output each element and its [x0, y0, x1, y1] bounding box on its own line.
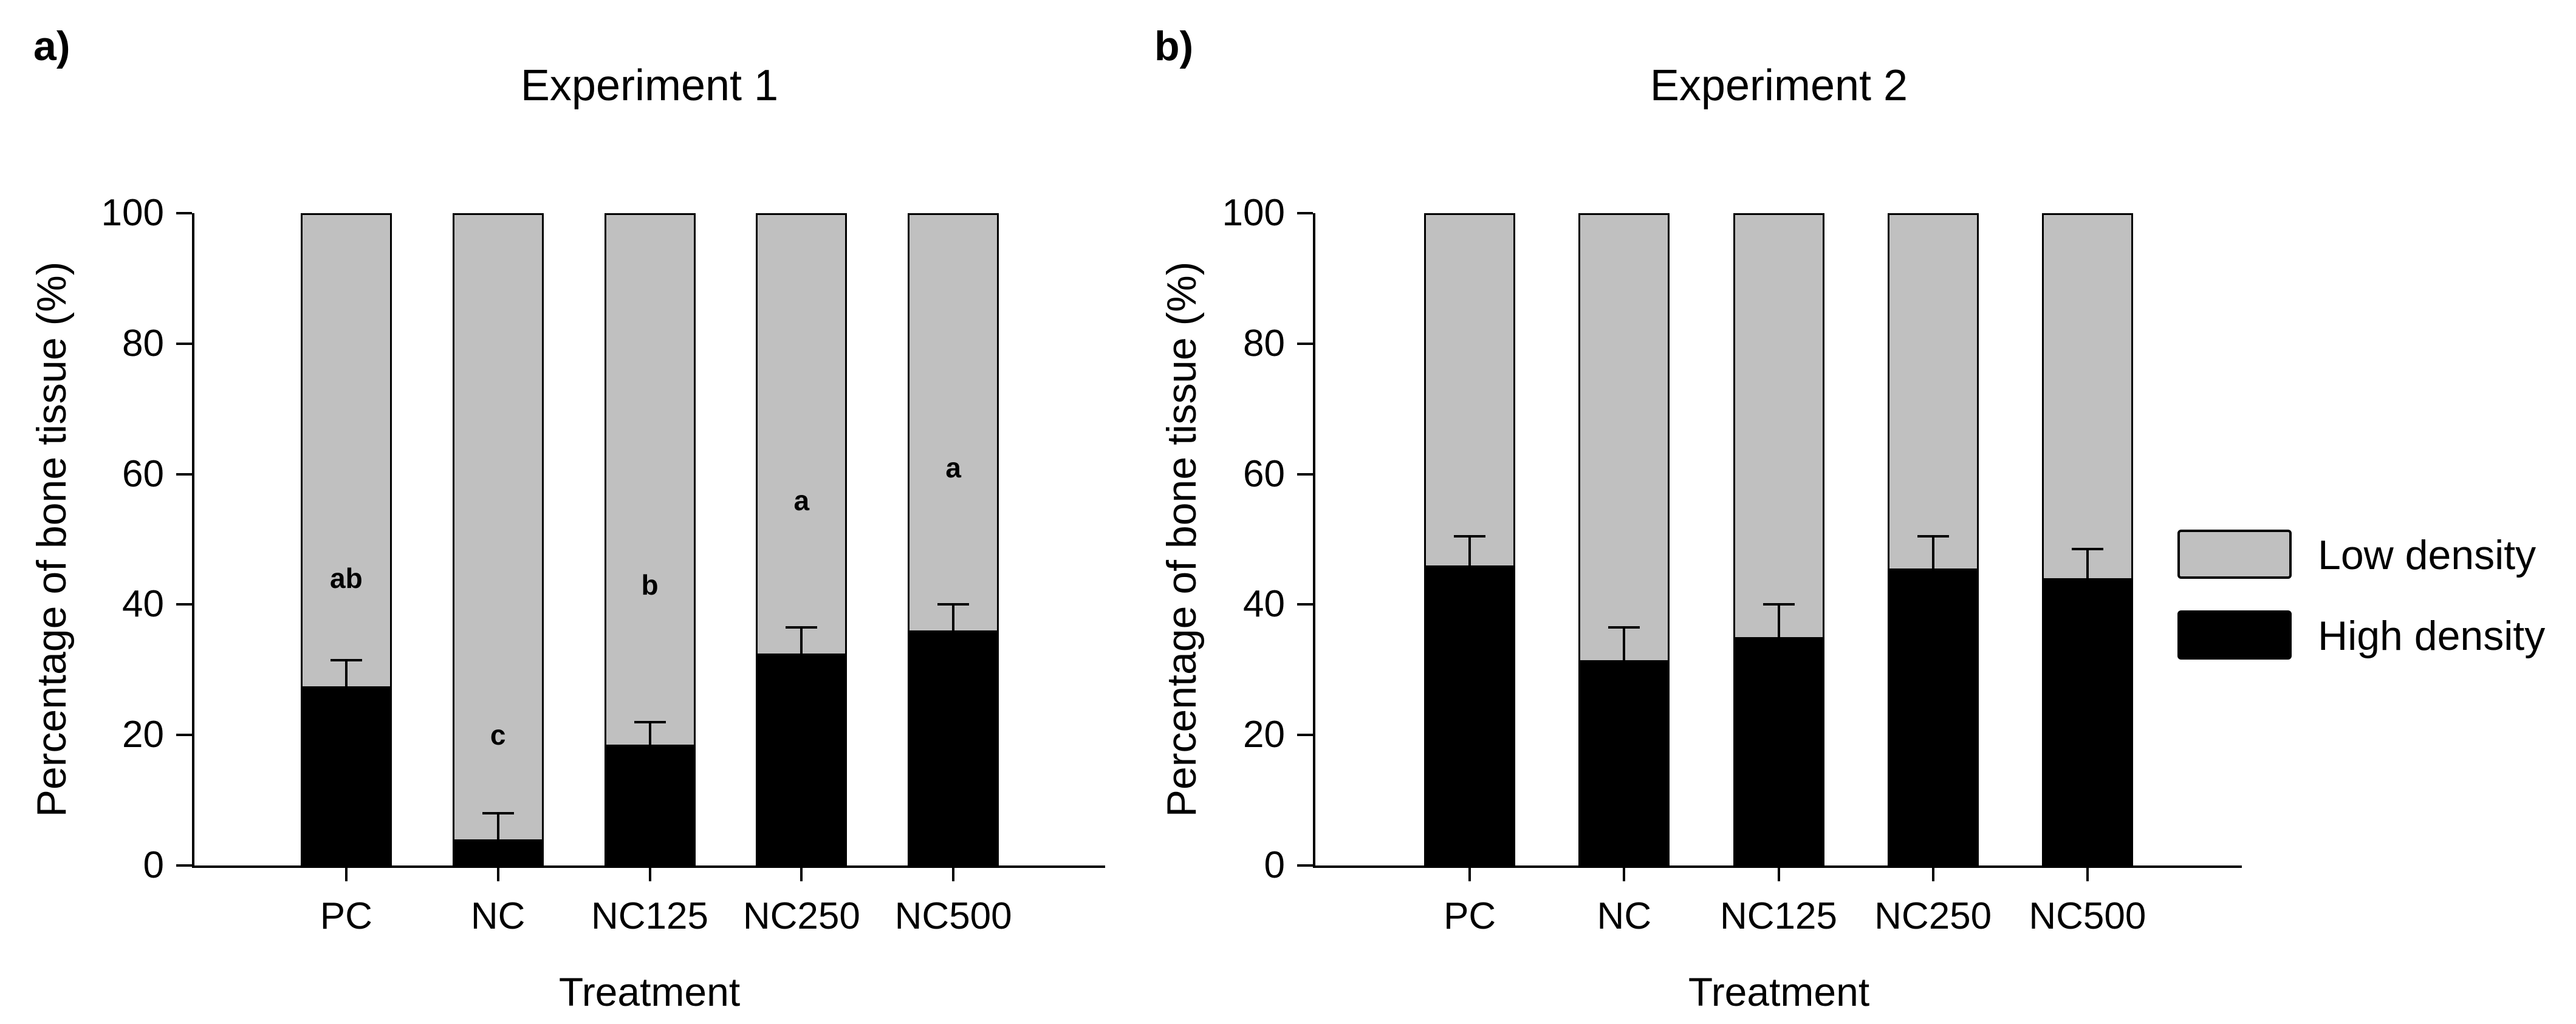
error-bar-cap-NC125-exp1	[634, 720, 666, 723]
y-tick-label-40-exp1: 40	[122, 583, 164, 626]
y-tick-label-20-exp1: 20	[122, 714, 164, 756]
error-bar-line-NC250-exp2	[1931, 536, 1934, 569]
y-tick-100-exp2	[1297, 212, 1313, 214]
error-bar-cap-PC-exp1	[330, 658, 362, 661]
y-tick-0-exp2	[1297, 864, 1313, 867]
error-bar-line-NC250-exp1	[800, 627, 803, 654]
error-bar-line-PC-exp1	[344, 660, 348, 686]
error-bar-line-NC-exp2	[1623, 627, 1626, 660]
legend-swatch-low-density-icon	[2177, 530, 2292, 579]
y-tick-20-exp1	[176, 734, 192, 737]
y-tick-0-exp1	[176, 864, 192, 867]
bar-NC-high-density-exp1	[452, 839, 544, 865]
bar-NC500-high-density-exp2	[2041, 578, 2133, 865]
sig-letter-PC-exp1: ab	[329, 562, 363, 595]
x-tick-NC500-exp2	[2086, 868, 2089, 881]
sig-letter-NC250-exp1: a	[793, 484, 810, 516]
experiment-2-title: Experiment 2	[1649, 61, 1908, 110]
x-tick-label-NC500-exp1: NC500	[894, 895, 1012, 937]
panel-b-label: b)	[1154, 23, 1194, 69]
bar-NC250-high-density-exp2	[1887, 568, 1979, 865]
error-bar-line-NC500-exp2	[2086, 549, 2089, 579]
x-tick-NC250-exp1	[800, 868, 803, 881]
y-tick-label-60-exp2: 60	[1243, 452, 1285, 495]
bar-PC-high-density-exp2	[1424, 565, 1516, 865]
y-tick-label-0-exp2: 0	[1264, 844, 1285, 886]
y-axis-line-exp2	[1313, 213, 1315, 868]
y-tick-40-exp2	[1297, 603, 1313, 606]
sig-letter-NC500-exp1: a	[945, 451, 961, 483]
x-axis-title-experiment-2: Treatment	[1688, 969, 1870, 1014]
error-bar-cap-NC-exp1	[482, 812, 514, 815]
x-tick-label-NC125-exp2: NC125	[1720, 895, 1837, 937]
y-tick-label-60-exp1: 60	[122, 452, 164, 495]
error-bar-cap-NC500-exp2	[2071, 548, 2103, 551]
x-axis-line-exp1	[192, 865, 1105, 868]
y-axis-title-experiment-1: Percentage of bone tissue (%)	[29, 261, 75, 817]
y-tick-20-exp2	[1297, 734, 1313, 737]
experiment-1-title: Experiment 1	[520, 61, 779, 110]
y-tick-label-80-exp1: 80	[122, 322, 164, 364]
bar-NC250-high-density-exp1	[756, 653, 848, 865]
x-axis-line-exp2	[1313, 865, 2242, 868]
x-tick-NC125-exp2	[1777, 868, 1780, 881]
x-tick-label-NC500-exp2: NC500	[2029, 895, 2146, 937]
y-tick-label-20-exp2: 20	[1243, 714, 1285, 756]
error-bar-line-NC-exp1	[496, 813, 499, 840]
error-bar-cap-NC250-exp1	[786, 626, 818, 629]
x-tick-label-NC-exp1: NC	[470, 895, 526, 937]
y-axis-title-experiment-2: Percentage of bone tissue (%)	[1159, 261, 1205, 817]
x-tick-NC125-exp1	[648, 868, 651, 881]
error-bar-line-NC125-exp1	[648, 722, 651, 745]
y-tick-label-40-exp2: 40	[1243, 583, 1285, 626]
bar-NC125-high-density-exp2	[1733, 637, 1824, 865]
bar-NC500-high-density-exp1	[908, 630, 999, 865]
x-tick-label-NC-exp2: NC	[1597, 895, 1652, 937]
y-tick-100-exp1	[176, 212, 192, 214]
y-tick-40-exp1	[176, 603, 192, 606]
x-tick-NC250-exp2	[1931, 868, 1934, 881]
legend-label-low-density: Low density	[2318, 532, 2537, 578]
bar-NC-low-density-exp1	[452, 213, 544, 865]
error-bar-cap-NC125-exp2	[1762, 603, 1795, 606]
error-bar-line-PC-exp2	[1468, 536, 1471, 565]
y-tick-label-100-exp2: 100	[1222, 192, 1285, 234]
x-tick-NC500-exp1	[952, 868, 955, 881]
y-tick-60-exp1	[176, 473, 192, 476]
y-tick-label-80-exp2: 80	[1243, 322, 1285, 364]
sig-letter-NC125-exp1: b	[641, 569, 659, 601]
y-tick-80-exp2	[1297, 342, 1313, 345]
sig-letter-NC-exp1: c	[490, 719, 506, 751]
y-axis-line-exp1	[192, 213, 194, 868]
x-tick-PC-exp1	[344, 868, 348, 881]
y-tick-80-exp1	[176, 342, 192, 345]
error-bar-cap-NC-exp2	[1608, 626, 1640, 629]
error-bar-line-NC125-exp2	[1777, 604, 1780, 638]
legend-swatch-high-density-icon	[2177, 610, 2292, 660]
bar-NC125-high-density-exp1	[604, 745, 696, 865]
x-tick-label-NC125-exp1: NC125	[591, 895, 708, 937]
y-tick-label-0-exp1: 0	[143, 844, 164, 886]
x-tick-label-PC-exp1: PC	[320, 895, 372, 937]
x-tick-NC-exp2	[1623, 868, 1626, 881]
bar-NC-high-density-exp2	[1578, 660, 1670, 865]
error-bar-cap-PC-exp2	[1454, 534, 1486, 538]
x-tick-label-NC250-exp2: NC250	[1874, 895, 1992, 937]
x-tick-NC-exp1	[496, 868, 499, 881]
bar-PC-high-density-exp1	[300, 686, 392, 865]
error-bar-cap-NC250-exp2	[1917, 534, 1949, 538]
error-bar-cap-NC500-exp1	[937, 603, 970, 606]
x-axis-title-experiment-1: Treatment	[558, 969, 741, 1014]
y-tick-60-exp2	[1297, 473, 1313, 476]
legend-label-high-density: High density	[2318, 613, 2546, 659]
x-tick-label-PC-exp2: PC	[1444, 895, 1496, 937]
x-tick-label-NC250-exp1: NC250	[742, 895, 860, 937]
panel-a-label: a)	[33, 23, 70, 69]
y-tick-label-100-exp1: 100	[101, 192, 164, 234]
x-tick-PC-exp2	[1468, 868, 1471, 881]
error-bar-line-NC500-exp1	[952, 604, 955, 631]
